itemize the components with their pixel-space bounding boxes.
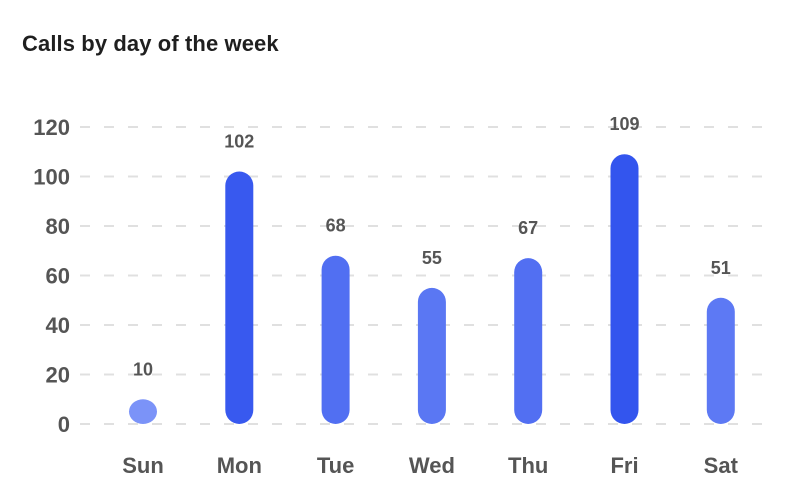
y-tick-label-60: 60 xyxy=(46,264,70,289)
x-tick-label-wed: Wed xyxy=(409,453,455,478)
y-tick-label-80: 80 xyxy=(46,214,70,239)
x-tick-label-sat: Sat xyxy=(704,453,739,478)
y-tick-label-20: 20 xyxy=(46,363,70,388)
x-tick-label-tue: Tue xyxy=(317,453,354,478)
bar-thu[interactable] xyxy=(514,258,543,424)
value-label-tue: 68 xyxy=(326,216,346,236)
bar-sun[interactable] xyxy=(129,399,157,424)
y-tick-label-100: 100 xyxy=(33,165,70,190)
y-tick-label-0: 0 xyxy=(58,412,70,437)
bar-tue[interactable] xyxy=(321,255,350,424)
value-label-mon: 102 xyxy=(224,132,254,152)
y-tick-label-120: 120 xyxy=(33,115,70,140)
x-tick-label-sun: Sun xyxy=(122,453,164,478)
value-label-thu: 67 xyxy=(518,218,538,238)
bar-fri[interactable] xyxy=(610,154,639,424)
bar-sat[interactable] xyxy=(706,297,735,424)
bar-wed[interactable] xyxy=(417,287,446,424)
value-label-sun: 10 xyxy=(133,359,153,379)
y-tick-label-40: 40 xyxy=(46,313,70,338)
chart-title: Calls by day of the week xyxy=(22,31,279,56)
x-tick-label-fri: Fri xyxy=(610,453,638,478)
x-tick-label-thu: Thu xyxy=(508,453,548,478)
value-label-wed: 55 xyxy=(422,248,442,268)
value-label-fri: 109 xyxy=(609,114,639,134)
bar-mon[interactable] xyxy=(225,171,254,424)
value-label-sat: 51 xyxy=(711,258,731,278)
x-tick-label-mon: Mon xyxy=(217,453,262,478)
